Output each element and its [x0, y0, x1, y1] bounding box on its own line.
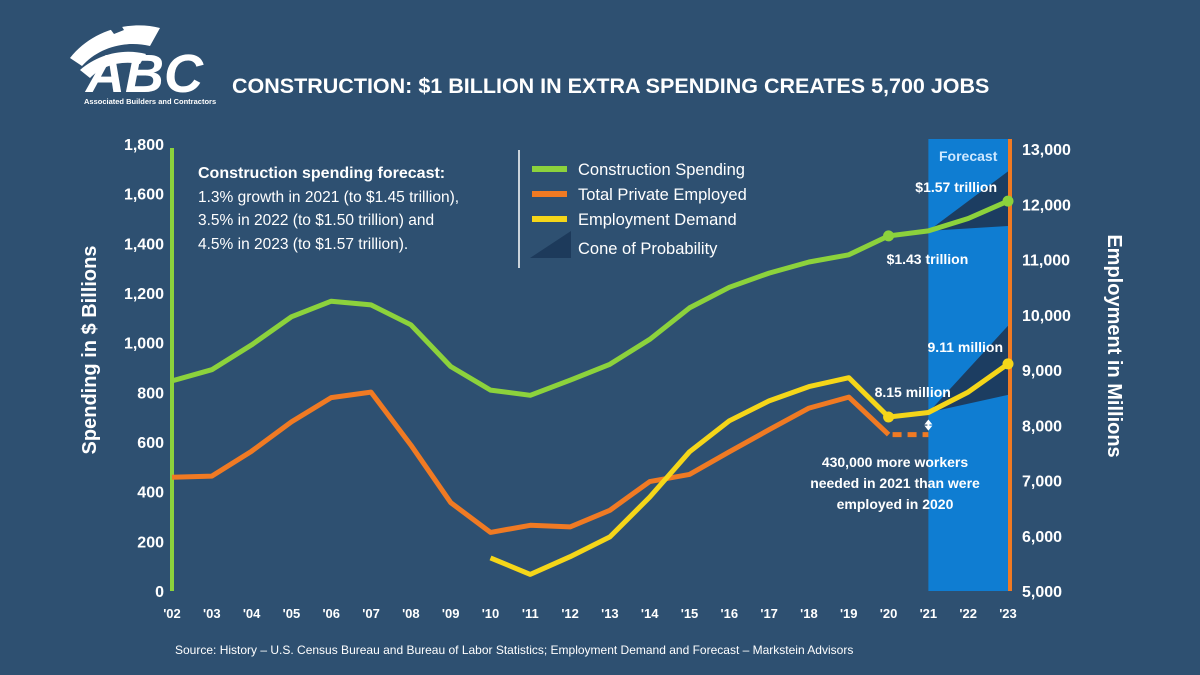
gap-arrow-head-up — [924, 419, 933, 425]
left-axis-ticks: 0 200 400 600 800 1,000 1,200 1,400 1,600 1,800 — [124, 137, 164, 601]
x-tick-label: '18 — [800, 606, 818, 621]
x-tick-label: '19 — [840, 606, 858, 621]
gap-arrow-head-down — [924, 425, 933, 431]
logo-subtitle: Associated Builders and Contractors — [84, 97, 216, 106]
legend-label-cone: Cone of Probability — [578, 240, 718, 258]
demand-cone-of-probability — [928, 325, 1008, 413]
forecast-note-line-1: 1.3% growth in 2021 (to $1.45 trillion), — [198, 189, 459, 206]
left-tick-label: 400 — [137, 485, 164, 502]
right-tick-label: 11,000 — [1022, 253, 1070, 270]
x-axis-ticks: '02 '03 '04 '05 '06 '07 '08 '09 '10 '11 '12 '13 '14 '… — [163, 606, 1017, 621]
right-axis-ticks: 5,000 6,000 7,000 8,000 9,000 10,000 11,000 12,… — [1022, 142, 1071, 601]
annotation-spending-2020: $1.43 trillion — [887, 251, 969, 267]
left-tick-label: 0 — [155, 584, 164, 601]
x-tick-label: '23 — [999, 606, 1017, 621]
x-tick-label: '13 — [601, 606, 619, 621]
legend: Construction Spending Total Private Empl… — [518, 150, 747, 268]
left-tick-label: 1,600 — [124, 187, 164, 204]
left-tick-label: 800 — [137, 385, 164, 402]
annotation-worker-gap: 430,000 more workers needed in 2021 than… — [810, 454, 980, 512]
x-tick-label: '20 — [880, 606, 898, 621]
x-tick-label: '17 — [760, 606, 778, 621]
marker-spending-2023 — [1002, 195, 1014, 207]
right-tick-label: 5,000 — [1022, 584, 1062, 601]
marker-demand-2023 — [1002, 358, 1014, 370]
series-line-construction-spending — [171, 198, 1010, 398]
right-tick-label: 8,000 — [1022, 418, 1062, 435]
forecast-note-line-3: 4.5% in 2023 (to $1.57 trillion). — [198, 236, 408, 253]
x-tick-label: '09 — [442, 606, 460, 621]
left-tick-label: 1,200 — [124, 286, 164, 303]
x-tick-label: '11 — [522, 606, 539, 621]
abc-logo: ABC Associated Builders and Contractors — [70, 20, 216, 106]
series-line-employment-demand — [489, 361, 1010, 577]
worker-gap-line-3: employed in 2020 — [837, 496, 954, 512]
right-tick-label: 12,000 — [1022, 197, 1071, 214]
forecast-note-heading: Construction spending forecast: — [198, 165, 445, 182]
annotation-demand-2020: 8.15 million — [875, 384, 951, 400]
legend-item-cone-of-probability: Cone of Probability — [530, 231, 718, 258]
x-tick-label: '03 — [203, 606, 221, 621]
right-tick-label: 10,000 — [1022, 308, 1071, 325]
marker-demand-2020 — [883, 411, 895, 423]
legend-swatch-cone — [530, 231, 571, 258]
spending-forecast-note: Construction spending forecast: 1.3% gro… — [198, 165, 459, 253]
x-tick-label: '05 — [283, 606, 301, 621]
right-tick-label: 9,000 — [1022, 363, 1062, 380]
logo-wordmark: ABC — [84, 44, 204, 104]
legend-label-spending: Construction Spending — [578, 161, 745, 179]
legend-label-demand: Employment Demand — [578, 211, 737, 229]
left-axis-label: Spending in $ Billions — [79, 246, 101, 455]
spending-cone-of-probability — [928, 171, 1008, 231]
x-tick-label: '10 — [482, 606, 500, 621]
right-tick-label: 7,000 — [1022, 474, 1062, 491]
annotation-spending-2023: $1.57 trillion — [915, 179, 997, 195]
forecast-note-line-2: 3.5% in 2022 (to $1.50 trillion) and — [198, 212, 434, 229]
left-tick-label: 1,400 — [124, 236, 164, 253]
source-note: Source: History – U.S. Census Bureau and… — [175, 643, 853, 657]
logo-flag-stripe — [80, 51, 146, 78]
x-tick-label: '21 — [920, 606, 938, 621]
x-tick-label: '15 — [681, 606, 699, 621]
logo-flag-swoosh — [70, 25, 160, 66]
legend-item-total-private-employed: Total Private Employed — [532, 186, 747, 204]
highlight-markers — [883, 195, 1014, 423]
x-tick-label: '12 — [561, 606, 579, 621]
x-tick-label: '07 — [362, 606, 380, 621]
x-tick-label: '02 — [163, 606, 181, 621]
gap-arrow — [924, 419, 933, 431]
x-tick-label: '16 — [721, 606, 739, 621]
left-tick-label: 1,800 — [124, 137, 164, 154]
x-tick-label: '14 — [641, 606, 659, 621]
x-tick-label: '22 — [959, 606, 977, 621]
worker-gap-line-1: 430,000 more workers — [822, 454, 969, 470]
left-tick-label: 600 — [137, 435, 164, 452]
left-tick-label: 200 — [137, 534, 164, 551]
chart-title: CONSTRUCTION: $1 BILLION IN EXTRA SPENDI… — [232, 74, 989, 98]
legend-label-employed: Total Private Employed — [578, 186, 747, 204]
legend-item-employment-demand: Employment Demand — [532, 211, 737, 229]
logo-star-field — [108, 20, 124, 34]
annotation-demand-2023: 9.11 million — [928, 339, 1003, 355]
forecast-label: Forecast — [939, 148, 998, 164]
legend-item-construction-spending: Construction Spending — [532, 161, 745, 179]
marker-spending-2020 — [883, 230, 895, 242]
x-tick-label: '06 — [322, 606, 340, 621]
right-tick-label: 13,000 — [1022, 142, 1071, 159]
series-line-total-private-employed — [171, 389, 891, 535]
right-tick-label: 6,000 — [1022, 529, 1062, 546]
x-tick-label: '08 — [402, 606, 420, 621]
worker-gap-line-2: needed in 2021 than were — [810, 475, 980, 491]
x-tick-label: '04 — [243, 606, 261, 621]
left-tick-label: 1,000 — [124, 336, 164, 353]
right-axis-label: Employment in Millions — [1103, 234, 1125, 457]
